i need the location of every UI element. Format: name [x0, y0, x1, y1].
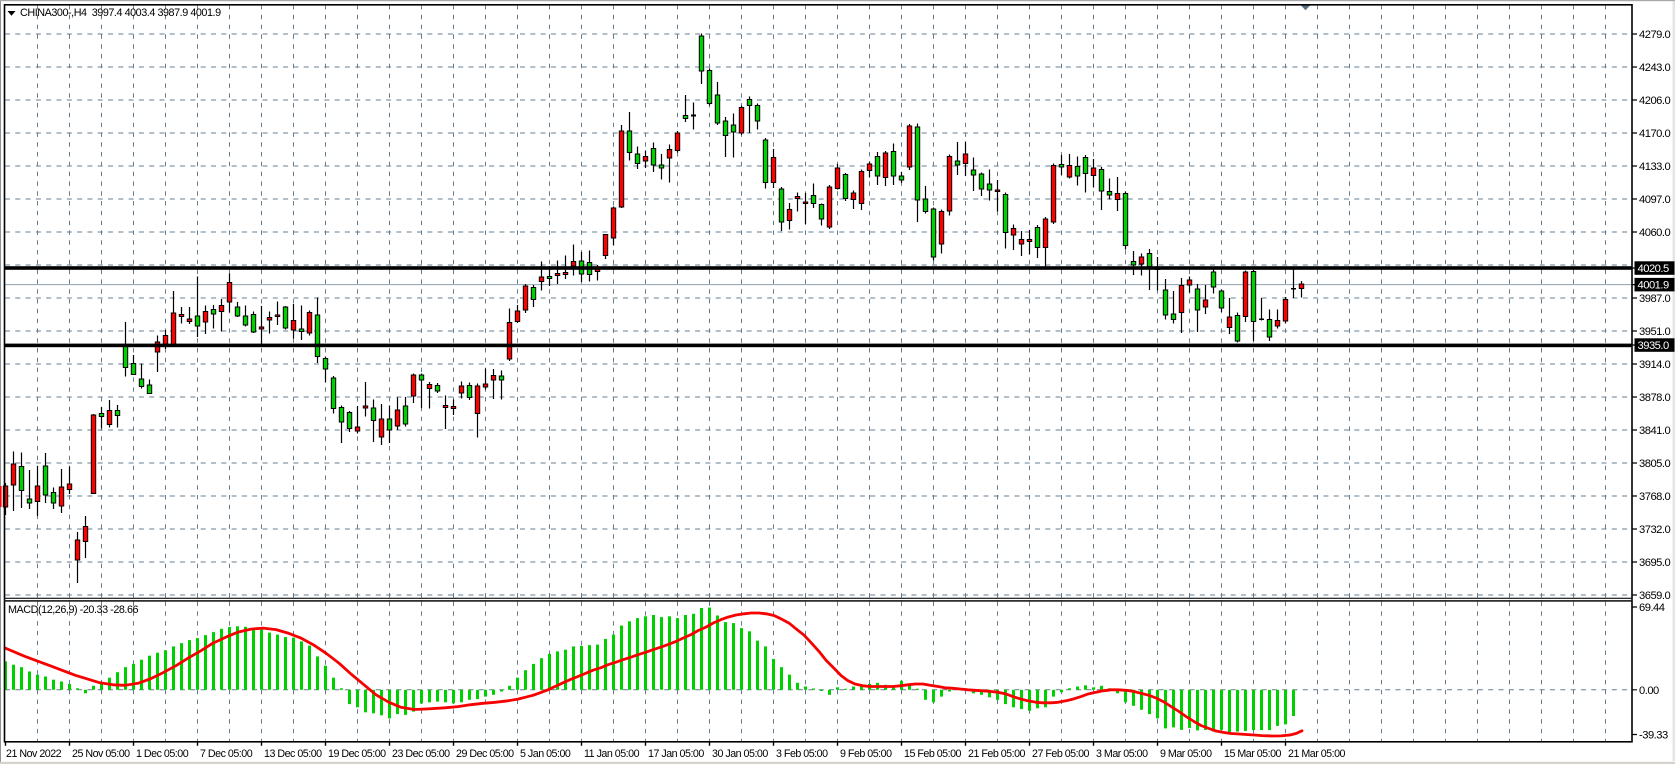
svg-text:30 Jan 05:00: 30 Jan 05:00: [712, 748, 768, 760]
svg-text:7 Dec 05:00: 7 Dec 05:00: [200, 748, 253, 760]
svg-text:MACD(12,26,9) -20.33 -28.66: MACD(12,26,9) -20.33 -28.66: [8, 604, 139, 616]
svg-text:4170.0: 4170.0: [1639, 128, 1670, 140]
svg-text:5 Jan 05:00: 5 Jan 05:00: [520, 748, 571, 760]
svg-text:1 Dec 05:00: 1 Dec 05:00: [136, 748, 189, 760]
svg-text:21 Feb 05:00: 21 Feb 05:00: [968, 748, 1026, 760]
svg-text:3659.0: 3659.0: [1639, 590, 1670, 602]
svg-text:-39.33: -39.33: [1639, 730, 1668, 742]
svg-text:17 Jan 05:00: 17 Jan 05:00: [648, 748, 704, 760]
svg-text:4097.0: 4097.0: [1639, 194, 1670, 206]
svg-text:27 Feb 05:00: 27 Feb 05:00: [1032, 748, 1090, 760]
svg-text:3768.0: 3768.0: [1639, 491, 1670, 503]
svg-text:15 Feb 05:00: 15 Feb 05:00: [904, 748, 962, 760]
svg-text:3805.0: 3805.0: [1639, 458, 1670, 470]
svg-text:4279.0: 4279.0: [1639, 29, 1670, 41]
svg-text:25 Nov 05:00: 25 Nov 05:00: [72, 748, 130, 760]
svg-text:19 Dec 05:00: 19 Dec 05:00: [328, 748, 386, 760]
svg-text:29 Dec 05:00: 29 Dec 05:00: [456, 748, 514, 760]
svg-text:0.00: 0.00: [1639, 685, 1659, 697]
svg-text:4133.0: 4133.0: [1639, 161, 1670, 173]
svg-text:4001.9: 4001.9: [1638, 280, 1669, 292]
svg-text:3695.0: 3695.0: [1639, 557, 1670, 569]
svg-text:9 Mar 05:00: 9 Mar 05:00: [1160, 748, 1212, 760]
svg-text:15 Mar 05:00: 15 Mar 05:00: [1224, 748, 1282, 760]
svg-text:3951.0: 3951.0: [1639, 326, 1670, 338]
svg-text:4020.5: 4020.5: [1638, 263, 1669, 275]
svg-text:4206.0: 4206.0: [1639, 95, 1670, 107]
svg-text:13 Dec 05:00: 13 Dec 05:00: [264, 748, 322, 760]
svg-text:4060.0: 4060.0: [1639, 227, 1670, 239]
svg-text:3935.0: 3935.0: [1638, 340, 1669, 352]
svg-text:3 Feb 05:00: 3 Feb 05:00: [776, 748, 828, 760]
svg-text:9 Feb 05:00: 9 Feb 05:00: [840, 748, 892, 760]
svg-text:3914.0: 3914.0: [1639, 359, 1670, 371]
svg-text:69.44: 69.44: [1639, 602, 1665, 614]
svg-text:21 Nov 2022: 21 Nov 2022: [6, 748, 62, 760]
svg-text:21 Mar 05:00: 21 Mar 05:00: [1288, 748, 1346, 760]
svg-text:3 Mar 05:00: 3 Mar 05:00: [1096, 748, 1148, 760]
svg-text:4243.0: 4243.0: [1639, 62, 1670, 74]
svg-text:3841.0: 3841.0: [1639, 425, 1670, 437]
svg-text:23 Dec 05:00: 23 Dec 05:00: [392, 748, 450, 760]
svg-text:3732.0: 3732.0: [1639, 524, 1670, 536]
svg-text:CHINA300-,H4 3997.4 4003.4 39: CHINA300-,H4 3997.4 4003.4 3987.9 4001.9: [20, 7, 221, 19]
svg-text:11 Jan 05:00: 11 Jan 05:00: [584, 748, 640, 760]
svg-text:3878.0: 3878.0: [1639, 392, 1670, 404]
svg-text:3987.0: 3987.0: [1639, 293, 1670, 305]
